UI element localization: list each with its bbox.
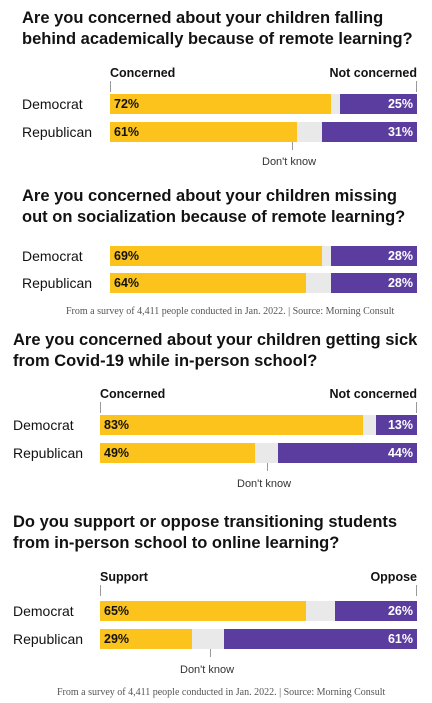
bar-segment-middle <box>191 629 224 649</box>
left-label-tick <box>100 402 101 413</box>
left-label: Concerned <box>110 66 176 80</box>
bar-segment-middle <box>321 246 332 266</box>
left-label: Support <box>100 570 148 584</box>
chart-title: Are you concerned about your children fa… <box>22 9 413 48</box>
left-label-tick <box>110 81 111 92</box>
bar-segment-right: 31% <box>321 122 417 142</box>
bar-segment-right: 28% <box>331 246 417 266</box>
bar-segment-left: 83% <box>100 415 364 435</box>
bar-segment-left: 72% <box>110 94 332 114</box>
right-label: Oppose <box>370 570 417 584</box>
right-label-tick <box>416 585 417 596</box>
stacked-bar: 72% 25% <box>110 94 417 114</box>
chart-title: Are you concerned about your children ge… <box>13 331 418 370</box>
left-label: Concerned <box>100 387 166 401</box>
row-label: Republican <box>13 445 84 461</box>
row-label: Republican <box>22 275 93 291</box>
bar-segment-middle <box>331 94 341 114</box>
dont-know-label: Don't know <box>262 156 317 168</box>
left-label-tick <box>100 585 101 596</box>
chart-title: Are you concerned about your children mi… <box>22 187 406 226</box>
right-label: Not concerned <box>329 387 417 401</box>
bar-segment-left: 61% <box>110 122 298 142</box>
bar-segment-left: 64% <box>110 273 307 293</box>
bar-segment-left: 65% <box>100 601 307 621</box>
bar-segment-middle <box>306 273 332 293</box>
row-label: Democrat <box>13 417 74 433</box>
bar-segment-right: 25% <box>340 94 417 114</box>
bar-segment-middle <box>363 415 376 435</box>
dont-know-label: Don't know <box>180 664 235 676</box>
source-note: From a survey of 4,411 people conducted … <box>66 306 395 317</box>
dont-know-tick <box>267 463 268 471</box>
stacked-bar: 83% 13% <box>100 415 417 435</box>
bar-segment-right: 26% <box>334 601 417 621</box>
bar-segment-right: 44% <box>277 443 417 463</box>
bar-segment-left: 69% <box>110 246 322 266</box>
bar-segment-right: 61% <box>223 629 417 649</box>
bar-segment-right: 28% <box>331 273 417 293</box>
source-note: From a survey of 4,411 people conducted … <box>57 687 386 698</box>
bar-segment-middle <box>297 122 322 142</box>
stacked-bar: 69% 28% <box>110 246 417 266</box>
dont-know-tick <box>210 649 211 657</box>
bar-segment-left: 29% <box>100 629 192 649</box>
row-label: Democrat <box>22 96 83 112</box>
stacked-bar: 29% 61% <box>100 629 417 649</box>
stacked-bar: 49% 44% <box>100 443 417 463</box>
chart-title: Do you support or oppose transitioning s… <box>13 513 398 552</box>
bar-segment-middle <box>306 601 335 621</box>
stacked-bar: 61% 31% <box>110 122 417 142</box>
row-label: Democrat <box>22 248 83 264</box>
bar-segment-middle <box>255 443 278 463</box>
row-label: Republican <box>13 631 84 647</box>
stacked-bar: 64% 28% <box>110 273 417 293</box>
dont-know-tick <box>292 142 293 150</box>
row-label: Republican <box>22 124 93 140</box>
right-label-tick <box>416 81 417 92</box>
dont-know-label: Don't know <box>237 478 292 490</box>
right-label: Not concerned <box>329 66 417 80</box>
right-label-tick <box>416 402 417 413</box>
stacked-bar: 65% 26% <box>100 601 417 621</box>
row-label: Democrat <box>13 603 74 619</box>
bar-segment-right: 13% <box>375 415 417 435</box>
bar-segment-left: 49% <box>100 443 256 463</box>
